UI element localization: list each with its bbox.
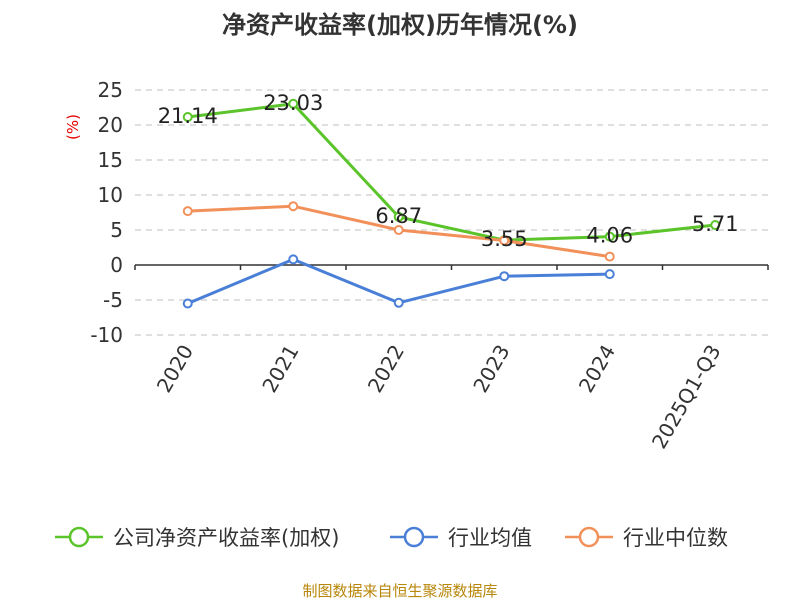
legend-item[interactable]: 行业中位数 <box>565 526 728 550</box>
data-point <box>393 297 404 308</box>
legend-label: 行业中位数 <box>623 526 728 550</box>
x-tick-label: 2024 <box>574 341 620 397</box>
data-point <box>499 235 510 246</box>
legend-marker <box>68 526 90 548</box>
data-point <box>182 298 193 309</box>
data-label: 6.87 <box>375 204 422 228</box>
series-line <box>187 257 610 305</box>
legend-item[interactable]: 行业均值 <box>390 526 532 550</box>
data-labels: 21.14 23.03 6.87 3.55 4.06 5.71 <box>158 91 739 251</box>
legend[interactable]: 公司净资产收益率(加权) 行业均值 行业中位数 <box>55 526 728 550</box>
legend-label: 公司净资产收益率(加权) <box>113 526 339 550</box>
y-tick-label: -10 <box>90 323 123 347</box>
data-label: 23.03 <box>263 91 323 115</box>
grid <box>135 89 768 336</box>
y-axis-unit: (%) <box>64 114 82 140</box>
y-tick-label: 0 <box>110 253 123 277</box>
x-tick-label: 2020 <box>152 341 198 397</box>
axes: 25 20 15 10 5 0 -5 -10 2020 2021 2022 2023 2024 2025Q… <box>90 78 769 453</box>
x-tick-label: 2021 <box>257 341 303 397</box>
legend-marker <box>403 526 425 548</box>
data-point <box>499 271 510 282</box>
legend-label: 行业均值 <box>448 526 532 550</box>
series-layer <box>182 98 721 309</box>
y-tick-label: -5 <box>103 288 123 312</box>
y-tick-label: 20 <box>98 113 123 137</box>
series-line <box>187 102 716 242</box>
data-point <box>604 251 615 262</box>
legend-marker <box>578 526 600 548</box>
data-label: 4.06 <box>586 224 633 248</box>
data-point <box>288 254 299 265</box>
y-tick-label: 10 <box>98 183 123 207</box>
data-point <box>288 201 299 212</box>
data-point <box>393 225 404 235</box>
source-note: 制图数据来自恒生聚源数据库 <box>302 582 497 600</box>
y-tick-label: 25 <box>98 78 123 102</box>
x-tick-label: 2022 <box>363 341 409 397</box>
data-point <box>182 206 193 217</box>
data-point <box>604 269 615 280</box>
y-tick-label: 5 <box>110 218 123 242</box>
y-tick-label: 15 <box>98 148 123 172</box>
x-tick-label: 2023 <box>468 341 514 397</box>
data-label: 5.71 <box>692 212 739 236</box>
data-label: 3.55 <box>481 227 528 251</box>
data-point <box>288 98 299 109</box>
data-point <box>393 211 404 222</box>
data-label: 21.14 <box>158 104 218 128</box>
legend-item[interactable]: 公司净资产收益率(加权) <box>55 526 339 550</box>
data-point <box>604 231 615 242</box>
chart-title: 净资产收益率(加权)历年情况(%) <box>222 11 578 39</box>
x-tick-label: 2025Q1-Q3 <box>647 341 726 453</box>
data-point <box>182 112 193 123</box>
data-point <box>710 220 721 231</box>
